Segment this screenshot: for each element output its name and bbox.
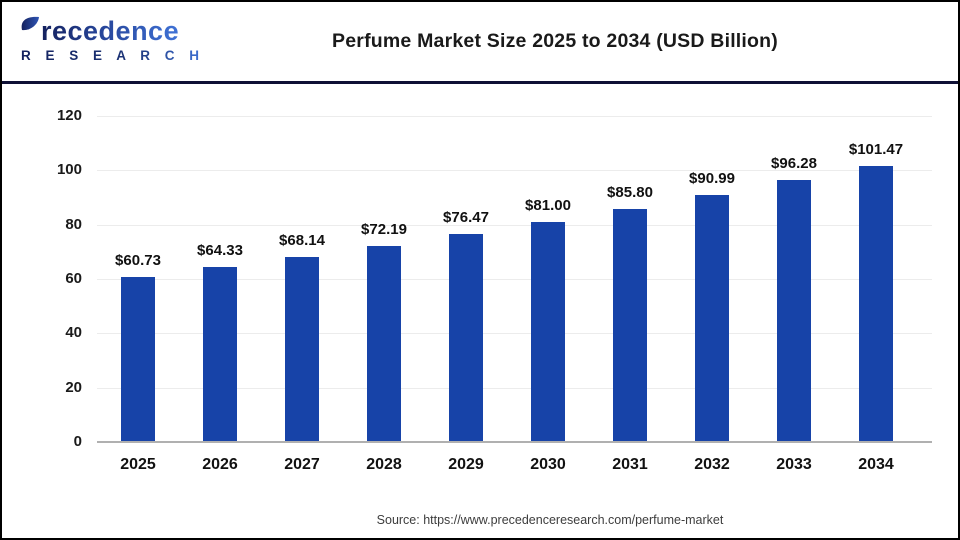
gridline <box>97 224 932 226</box>
source-note: Source: https://www.precedenceresearch.c… <box>376 513 724 527</box>
x-tick-label-2026: 2026 <box>202 456 238 473</box>
x-tick-label-2032: 2032 <box>694 456 730 473</box>
bar-value-label-2032: $90.99 <box>689 169 735 187</box>
y-tick-label: 120 <box>56 107 82 124</box>
logo-subtitle: R E S E A R C H <box>21 48 205 63</box>
bar-2030 <box>531 221 565 442</box>
bar-2026 <box>203 267 237 442</box>
bar-value-label-2027: $68.14 <box>279 231 325 249</box>
logo-wordmark: recedence <box>41 16 180 46</box>
x-tick-label-2029: 2029 <box>448 456 484 473</box>
y-tick-label: 80 <box>65 215 82 233</box>
bar-2033 <box>777 180 811 442</box>
gridline <box>97 333 932 335</box>
bar-2032 <box>695 194 729 442</box>
bar-2034 <box>859 166 893 442</box>
x-tick-label-2027: 2027 <box>284 456 320 473</box>
bar-2025 <box>121 277 155 442</box>
bar-value-label-2033: $96.28 <box>771 155 817 173</box>
gridline <box>97 387 932 389</box>
logo-line1: recedence <box>18 15 205 45</box>
bar-2027 <box>285 256 319 442</box>
bar-value-label-2031: $85.80 <box>607 183 653 201</box>
x-tick-label-2025: 2025 <box>120 456 156 473</box>
bar-value-label-2030: $81.00 <box>525 196 571 214</box>
gridline <box>97 279 932 280</box>
x-tick-label-2034: 2034 <box>858 456 894 473</box>
bar-value-label-2025: $60.73 <box>115 252 161 270</box>
gridline <box>97 116 932 117</box>
x-tick-label-2033: 2033 <box>776 456 812 473</box>
bar-value-label-2034: $101.47 <box>848 141 904 159</box>
y-tick-label: 0 <box>73 433 82 450</box>
y-tick-label: 20 <box>65 378 82 396</box>
bar-2029 <box>449 234 483 442</box>
bar-2031 <box>613 208 647 442</box>
bar-chart: $60.73 $64.33 $68.14 $72.19 $76.47 $81.00 $85.… <box>2 84 958 490</box>
bar-2028 <box>367 245 401 442</box>
precedence-research-logo: recedence R E S E A R C H <box>18 15 205 63</box>
bar-value-label-2026: $64.33 <box>197 242 243 260</box>
x-axis-line <box>97 441 932 443</box>
bar-value-label-2029: $76.47 <box>443 209 489 227</box>
x-tick-label-2028: 2028 <box>366 456 402 473</box>
x-tick-label-2030: 2030 <box>530 456 566 473</box>
page-title: Perfume Market Size 2025 to 2034 (USD Bi… <box>332 30 778 52</box>
y-tick-label: 60 <box>65 270 82 287</box>
y-tick-label: 40 <box>65 324 82 342</box>
x-tick-label-2031: 2031 <box>612 456 648 473</box>
bar-value-label-2028: $72.19 <box>361 220 407 238</box>
plot-area: $60.73 $64.33 $68.14 $72.19 $76.47 $81.00 $85.… <box>97 116 932 443</box>
y-tick-label: 100 <box>56 161 82 179</box>
gridline <box>97 170 932 172</box>
header: recedence R E S E A R C H Perfume Market… <box>2 2 958 84</box>
leaf-p-icon <box>20 16 39 45</box>
